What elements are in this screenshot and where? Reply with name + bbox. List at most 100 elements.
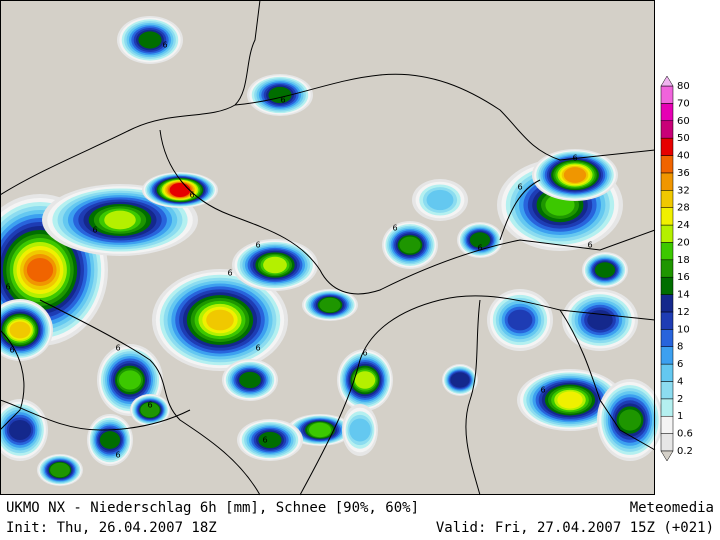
legend-swatch [660, 433, 674, 452]
contour-label: 6 [255, 241, 260, 250]
border [299, 295, 656, 496]
legend-label: 28 [677, 203, 690, 214]
precip-area [426, 189, 454, 211]
contour-label: 6 [477, 244, 482, 253]
legend-label: 20 [677, 237, 690, 248]
precip-area [239, 371, 261, 389]
legend-label: 32 [677, 185, 690, 196]
precip-area [99, 431, 121, 449]
legend-swatch [660, 398, 674, 417]
precip-area [26, 258, 54, 282]
legend-swatch [660, 381, 674, 400]
precip-area [8, 420, 32, 440]
legend-swatch [660, 137, 674, 156]
precipitation-fields [0, 16, 663, 486]
legend-swatch [660, 259, 674, 278]
map-frame [0, 0, 655, 495]
legend-swatch [660, 190, 674, 208]
map: 6 6 6 6 6 6 6 6 6 6 6 6 6 6 6 6 6 6 6 6 [0, 0, 663, 496]
precip-area [349, 418, 371, 442]
precip-area [450, 372, 470, 388]
borders [0, 0, 656, 496]
legend-label: 1 [677, 411, 683, 422]
legend-swatch [660, 155, 674, 174]
border [39, 299, 261, 496]
legend-label: 2 [677, 394, 683, 405]
contour-label: 6 [362, 349, 367, 358]
precip-area [169, 183, 191, 197]
precip-area [309, 422, 331, 438]
precip-area [507, 309, 533, 331]
contour-label: 6 [572, 154, 577, 163]
precip-area [50, 462, 70, 478]
contour-label: 6 [92, 226, 97, 235]
legend-label: 80 [677, 81, 690, 92]
legend-swatch [660, 75, 674, 87]
precip-area [138, 31, 162, 49]
legend-swatch [660, 294, 674, 313]
precip-area [469, 232, 491, 248]
precip-area [119, 370, 141, 390]
contour-labels: 6 6 6 6 6 6 6 6 6 6 6 6 6 6 6 6 6 6 6 6 [5, 41, 592, 460]
legend-swatch [660, 242, 674, 261]
legend-swatch [660, 346, 674, 365]
coastline [0, 329, 25, 431]
legend-label: 36 [677, 168, 690, 179]
legend-label: 12 [677, 307, 690, 318]
legend-label: 6 [677, 359, 683, 370]
legend-label: 0.6 [677, 429, 693, 440]
footer-valid: Valid: Fri, 27.04.2007 15Z (+021) [436, 520, 714, 536]
contour-label: 6 [115, 451, 120, 460]
legend-label: 10 [677, 324, 690, 335]
precip-area [557, 391, 583, 409]
precip-area [618, 409, 642, 431]
border [0, 0, 261, 196]
legend-label: 14 [677, 290, 690, 301]
border [465, 299, 481, 496]
contour-label: 6 [147, 401, 152, 410]
legend-swatch [660, 276, 674, 295]
contour-label: 6 [587, 241, 592, 250]
precip-area [258, 431, 282, 449]
legend-swatch [660, 224, 674, 243]
legend: 0.20.61246810121416182024283236405060708… [660, 75, 693, 462]
precip-area [206, 309, 234, 331]
footer-title: UKMO NX - Niederschlag 6h [mm], Schnee [… [6, 500, 419, 516]
border [0, 399, 191, 431]
legend-label: 40 [677, 151, 690, 162]
contour-label: 6 [227, 269, 232, 278]
coastline [234, 73, 656, 161]
contour-label: 6 [392, 224, 397, 233]
legend-swatch [660, 363, 674, 382]
legend-label: 8 [677, 342, 683, 353]
legend-label: 24 [677, 220, 690, 231]
contour-label: 6 [115, 344, 120, 353]
precip-area [354, 371, 376, 389]
legend-label: 0.2 [677, 446, 693, 457]
legend-swatch [660, 207, 674, 226]
contour-label: 6 [9, 346, 14, 355]
footer-brand: Meteomedia [630, 500, 714, 516]
precip-area [263, 256, 287, 274]
precip-area [9, 321, 31, 339]
legend-bottom-arrow [660, 450, 674, 462]
contour-label: 6 [517, 183, 522, 192]
footer-init: Init: Thu, 26.04.2007 18Z [6, 520, 217, 536]
legend-swatch [660, 103, 674, 122]
precip-area [104, 210, 136, 230]
legend-swatch [660, 120, 674, 139]
legend-label: 50 [677, 133, 690, 144]
legend-swatch [660, 415, 674, 434]
contour-label: 6 [540, 386, 545, 395]
contour-label: 6 [262, 436, 267, 445]
contour-label: 6 [162, 41, 167, 50]
legend-label: 4 [677, 376, 683, 387]
precip-area [594, 262, 616, 278]
legend-swatch [660, 172, 674, 191]
precip-area [319, 297, 341, 313]
legend-label: 60 [677, 116, 690, 127]
precip-area [399, 236, 421, 254]
border [499, 179, 541, 241]
border [159, 129, 656, 295]
contour-label: 6 [255, 344, 260, 353]
